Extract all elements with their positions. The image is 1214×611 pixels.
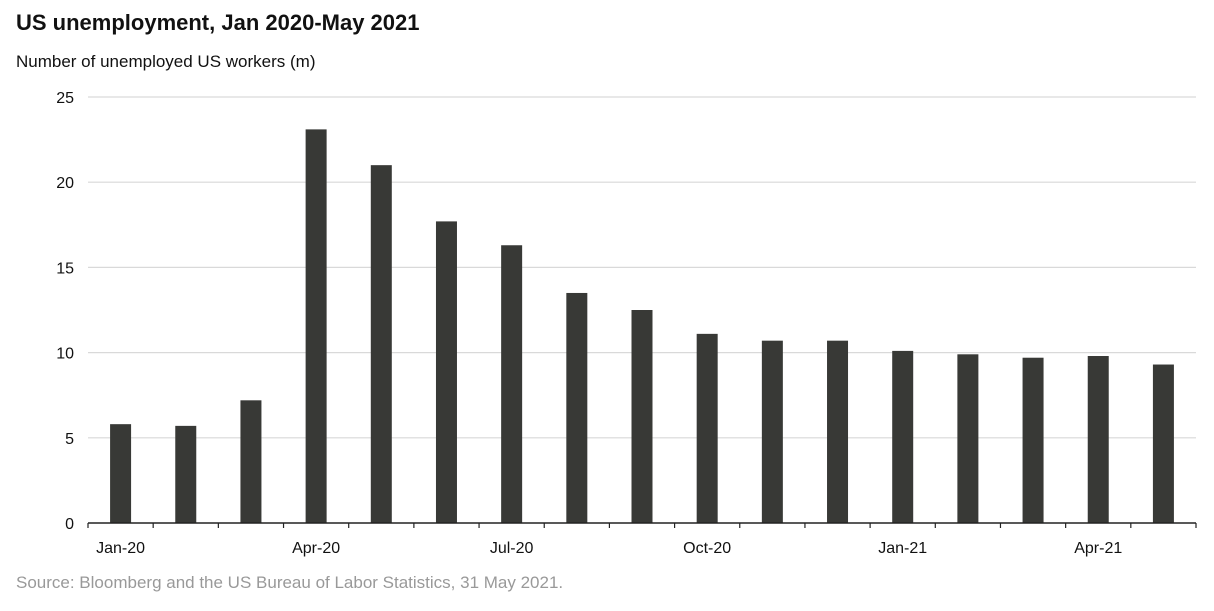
x-tick-label: Apr-21 bbox=[1074, 540, 1122, 557]
y-tick-label: 25 bbox=[56, 90, 74, 107]
bar-Nov-20 bbox=[761, 340, 783, 523]
y-tick-label: 20 bbox=[56, 175, 74, 192]
bar-Jul-20 bbox=[501, 245, 523, 524]
bar-May-21 bbox=[1152, 364, 1174, 523]
bar-Jan-20 bbox=[110, 424, 132, 523]
chart-subtitle: Number of unemployed US workers (m) bbox=[16, 52, 316, 71]
y-tick-label: 5 bbox=[65, 431, 74, 448]
x-tick-label: Jul-20 bbox=[490, 540, 534, 557]
y-tick-label: 15 bbox=[56, 260, 74, 277]
y-tick-label: 0 bbox=[65, 516, 74, 533]
x-tick-label: Apr-20 bbox=[292, 540, 340, 557]
chart-title: US unemployment, Jan 2020-May 2021 bbox=[16, 10, 420, 35]
y-tick-label: 10 bbox=[56, 346, 74, 363]
bars bbox=[110, 129, 1174, 524]
bar-Oct-20 bbox=[696, 333, 718, 523]
x-tick-label: Jan-21 bbox=[878, 540, 927, 557]
x-tick-label: Jan-20 bbox=[96, 540, 145, 557]
bar-Dec-20 bbox=[827, 340, 849, 523]
bar-Mar-21 bbox=[1022, 357, 1044, 523]
bar-Feb-21 bbox=[957, 354, 979, 523]
axes: 0 5 10 15 20 25 Jan-20 Apr-20 Jul-20 Oct-20 Jan-21… bbox=[56, 90, 1197, 557]
bar-Jun-20 bbox=[435, 221, 457, 523]
bar-Aug-20 bbox=[566, 292, 588, 523]
bar-Feb-20 bbox=[175, 425, 197, 523]
source-note: Source: Bloomberg and the US Bureau of L… bbox=[16, 573, 564, 592]
bar-Sep-20 bbox=[631, 310, 653, 523]
bar-Mar-20 bbox=[240, 400, 262, 523]
bar-May-20 bbox=[370, 165, 392, 523]
bar-Apr-20 bbox=[305, 129, 327, 523]
x-tick-label: Oct-20 bbox=[683, 540, 731, 557]
bar-Jan-21 bbox=[892, 350, 914, 523]
bar-Apr-21 bbox=[1087, 356, 1109, 523]
